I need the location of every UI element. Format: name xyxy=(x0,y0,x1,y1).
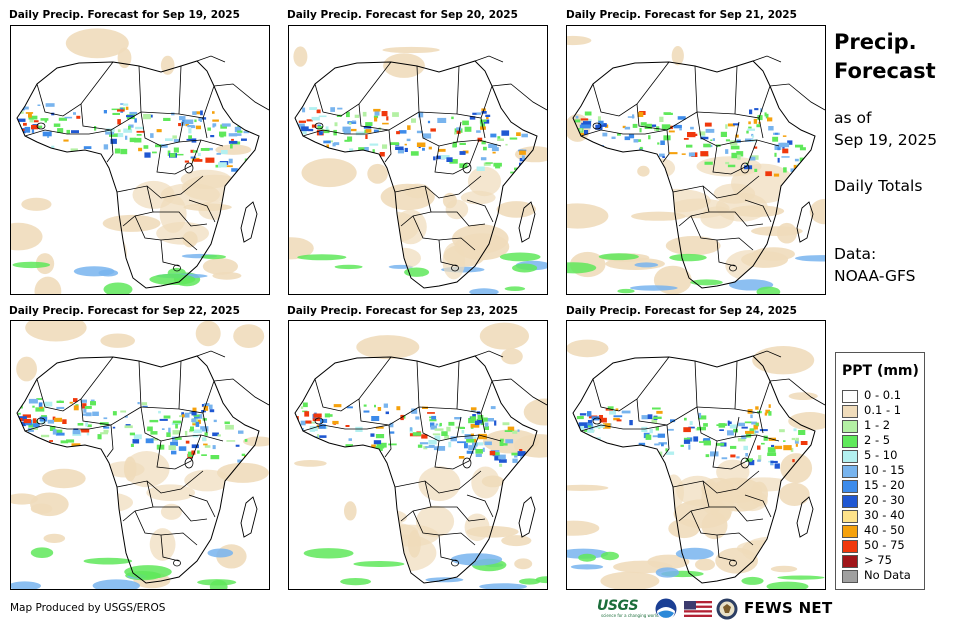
legend-title: PPT (mm) xyxy=(842,363,919,379)
usgs-tagline: science for a changing world xyxy=(601,613,659,618)
main-title-line1: Precip. xyxy=(834,30,917,54)
as-of-date: Sep 19, 2025 xyxy=(834,131,938,149)
panel-title-6: Daily Precip. Forecast for Sep 24, 2025 xyxy=(566,305,797,317)
panel-title-4: Daily Precip. Forecast for Sep 22, 2025 xyxy=(9,305,240,317)
noaa-logo-icon xyxy=(655,598,677,620)
legend-label: 50 - 75 xyxy=(864,538,905,552)
us-flag-icon xyxy=(684,601,712,617)
legend-swatch xyxy=(842,450,858,463)
map-credit: Map Produced by USGS/EROS xyxy=(10,602,166,614)
legend-swatch xyxy=(842,420,858,433)
panel-title-5: Daily Precip. Forecast for Sep 23, 2025 xyxy=(287,305,518,317)
fews-net-logo: FEWS NET xyxy=(744,599,833,617)
us-dos-seal-icon xyxy=(716,598,738,620)
legend-label: 10 - 15 xyxy=(864,463,905,477)
forecast-map-1 xyxy=(10,25,270,295)
data-label: Data: xyxy=(834,245,877,263)
legend-swatch xyxy=(842,555,858,568)
forecast-map-5 xyxy=(288,320,548,590)
legend-swatch xyxy=(842,570,858,583)
legend-swatch xyxy=(842,390,858,403)
usgs-logo-text: USGS xyxy=(597,598,639,614)
forecast-map-2 xyxy=(288,25,548,295)
legend-swatch xyxy=(842,495,858,508)
legend-label: No Data xyxy=(864,568,911,582)
legend-swatch xyxy=(842,405,858,418)
legend-swatch xyxy=(842,525,858,538)
legend-label: 30 - 40 xyxy=(864,508,905,522)
legend-swatch xyxy=(842,480,858,493)
legend-label: > 75 xyxy=(864,553,892,567)
legend-label: 5 - 10 xyxy=(864,448,898,462)
panel-title-2: Daily Precip. Forecast for Sep 20, 2025 xyxy=(287,9,518,21)
legend-label: 20 - 30 xyxy=(864,493,905,507)
forecast-map-6 xyxy=(566,320,826,590)
legend-label: 0 - 0.1 xyxy=(864,388,902,402)
usgs-logo: USGS science for a changing world xyxy=(597,598,659,618)
forecast-map-3 xyxy=(566,25,826,295)
legend-label: 2 - 5 xyxy=(864,433,891,447)
forecast-map-4 xyxy=(10,320,270,590)
data-source: NOAA-GFS xyxy=(834,267,916,285)
legend-label: 15 - 20 xyxy=(864,478,905,492)
legend-label: 1 - 2 xyxy=(864,418,891,432)
legend-label: 0.1 - 1 xyxy=(864,403,902,417)
panel-title-1: Daily Precip. Forecast for Sep 19, 2025 xyxy=(9,9,240,21)
legend-swatch xyxy=(842,465,858,478)
panel-title-3: Daily Precip. Forecast for Sep 21, 2025 xyxy=(566,9,797,21)
main-title-line2: Forecast xyxy=(834,59,936,83)
totals-label: Daily Totals xyxy=(834,177,923,195)
as-of-label: as of xyxy=(834,109,872,127)
legend-swatch xyxy=(842,540,858,553)
legend-swatch xyxy=(842,510,858,523)
main-title: Precip. Forecast xyxy=(834,28,936,86)
legend-label: 40 - 50 xyxy=(864,523,905,537)
legend-swatch xyxy=(842,435,858,448)
